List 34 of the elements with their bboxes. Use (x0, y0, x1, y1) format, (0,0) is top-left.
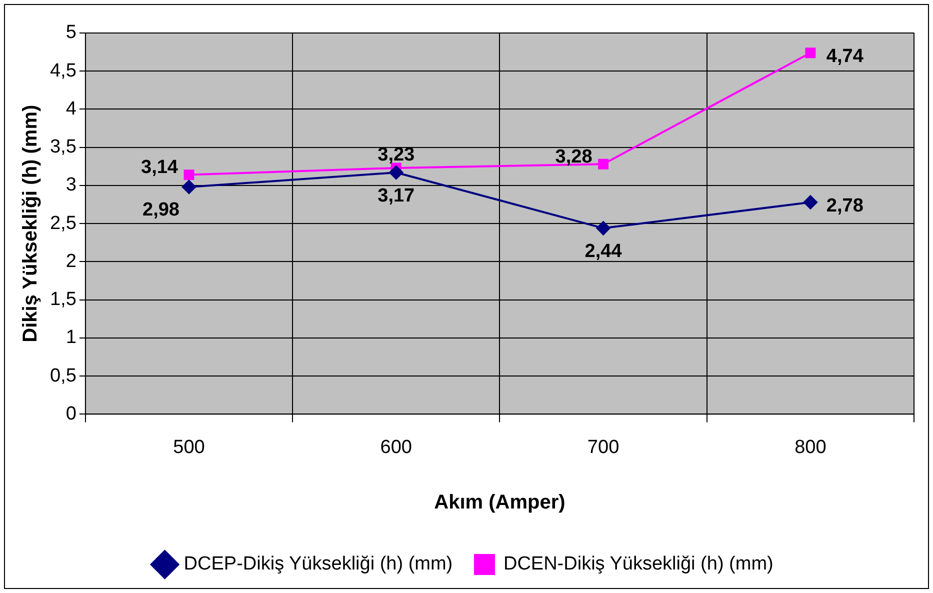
x-tick-label: 600 (380, 436, 412, 458)
point (182, 180, 196, 194)
x-tick-label: 800 (794, 436, 826, 458)
y-tick-label: 4,5 (50, 60, 76, 82)
point (596, 221, 610, 236)
y-tick-label: 0,5 (50, 365, 76, 386)
data-label: 3,14 (141, 157, 178, 178)
x-tick-label: 500 (173, 436, 205, 458)
y-tick-label: 3 (66, 174, 76, 196)
data-label: 3,17 (378, 185, 415, 206)
point (184, 170, 194, 180)
point (805, 48, 816, 58)
y-tick-label: 0 (66, 403, 76, 424)
y-tick-label: 5 (66, 22, 76, 44)
y-axis-title: Dikiş Yüksekliği (h) (mm) (20, 104, 42, 342)
y-tick-label: 3,5 (50, 136, 76, 158)
data-label: 2,98 (142, 200, 180, 221)
y-tick-label: 2,5 (50, 212, 76, 234)
data-label: 3,28 (555, 146, 592, 168)
data-label: 2,78 (826, 195, 864, 216)
y-tick-label: 4 (66, 98, 77, 120)
legend-label: DCEN-Dikiş Yüksekliği (h) (mm) (503, 554, 774, 575)
point (803, 195, 818, 210)
data-label: 4,74 (826, 46, 864, 68)
point (389, 166, 404, 180)
data-label: 2,44 (584, 240, 622, 262)
y-tick-label: 1,5 (50, 289, 76, 310)
data-label: 3,23 (378, 144, 415, 166)
y-tick-label: 1 (66, 327, 76, 348)
legend-label: DCEP-Dikiş Yüksekliği (h) (mm) (184, 554, 453, 575)
y-tick-label: 2 (66, 250, 76, 272)
x-axis-title: Akım (Amper) (434, 492, 566, 514)
x-tick-label: 700 (587, 436, 620, 458)
point (598, 158, 609, 170)
